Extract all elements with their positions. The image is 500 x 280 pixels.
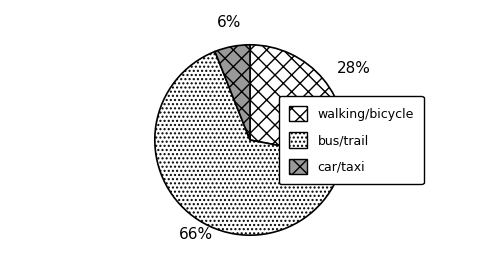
Wedge shape xyxy=(155,52,344,235)
Text: 66%: 66% xyxy=(178,227,212,242)
Text: 28%: 28% xyxy=(336,61,370,76)
Legend: walking/bicycle, bus/trail, car/taxi: walking/bicycle, bus/trail, car/taxi xyxy=(278,96,424,184)
Wedge shape xyxy=(250,45,345,158)
Wedge shape xyxy=(215,45,250,140)
Text: 6%: 6% xyxy=(217,15,241,30)
